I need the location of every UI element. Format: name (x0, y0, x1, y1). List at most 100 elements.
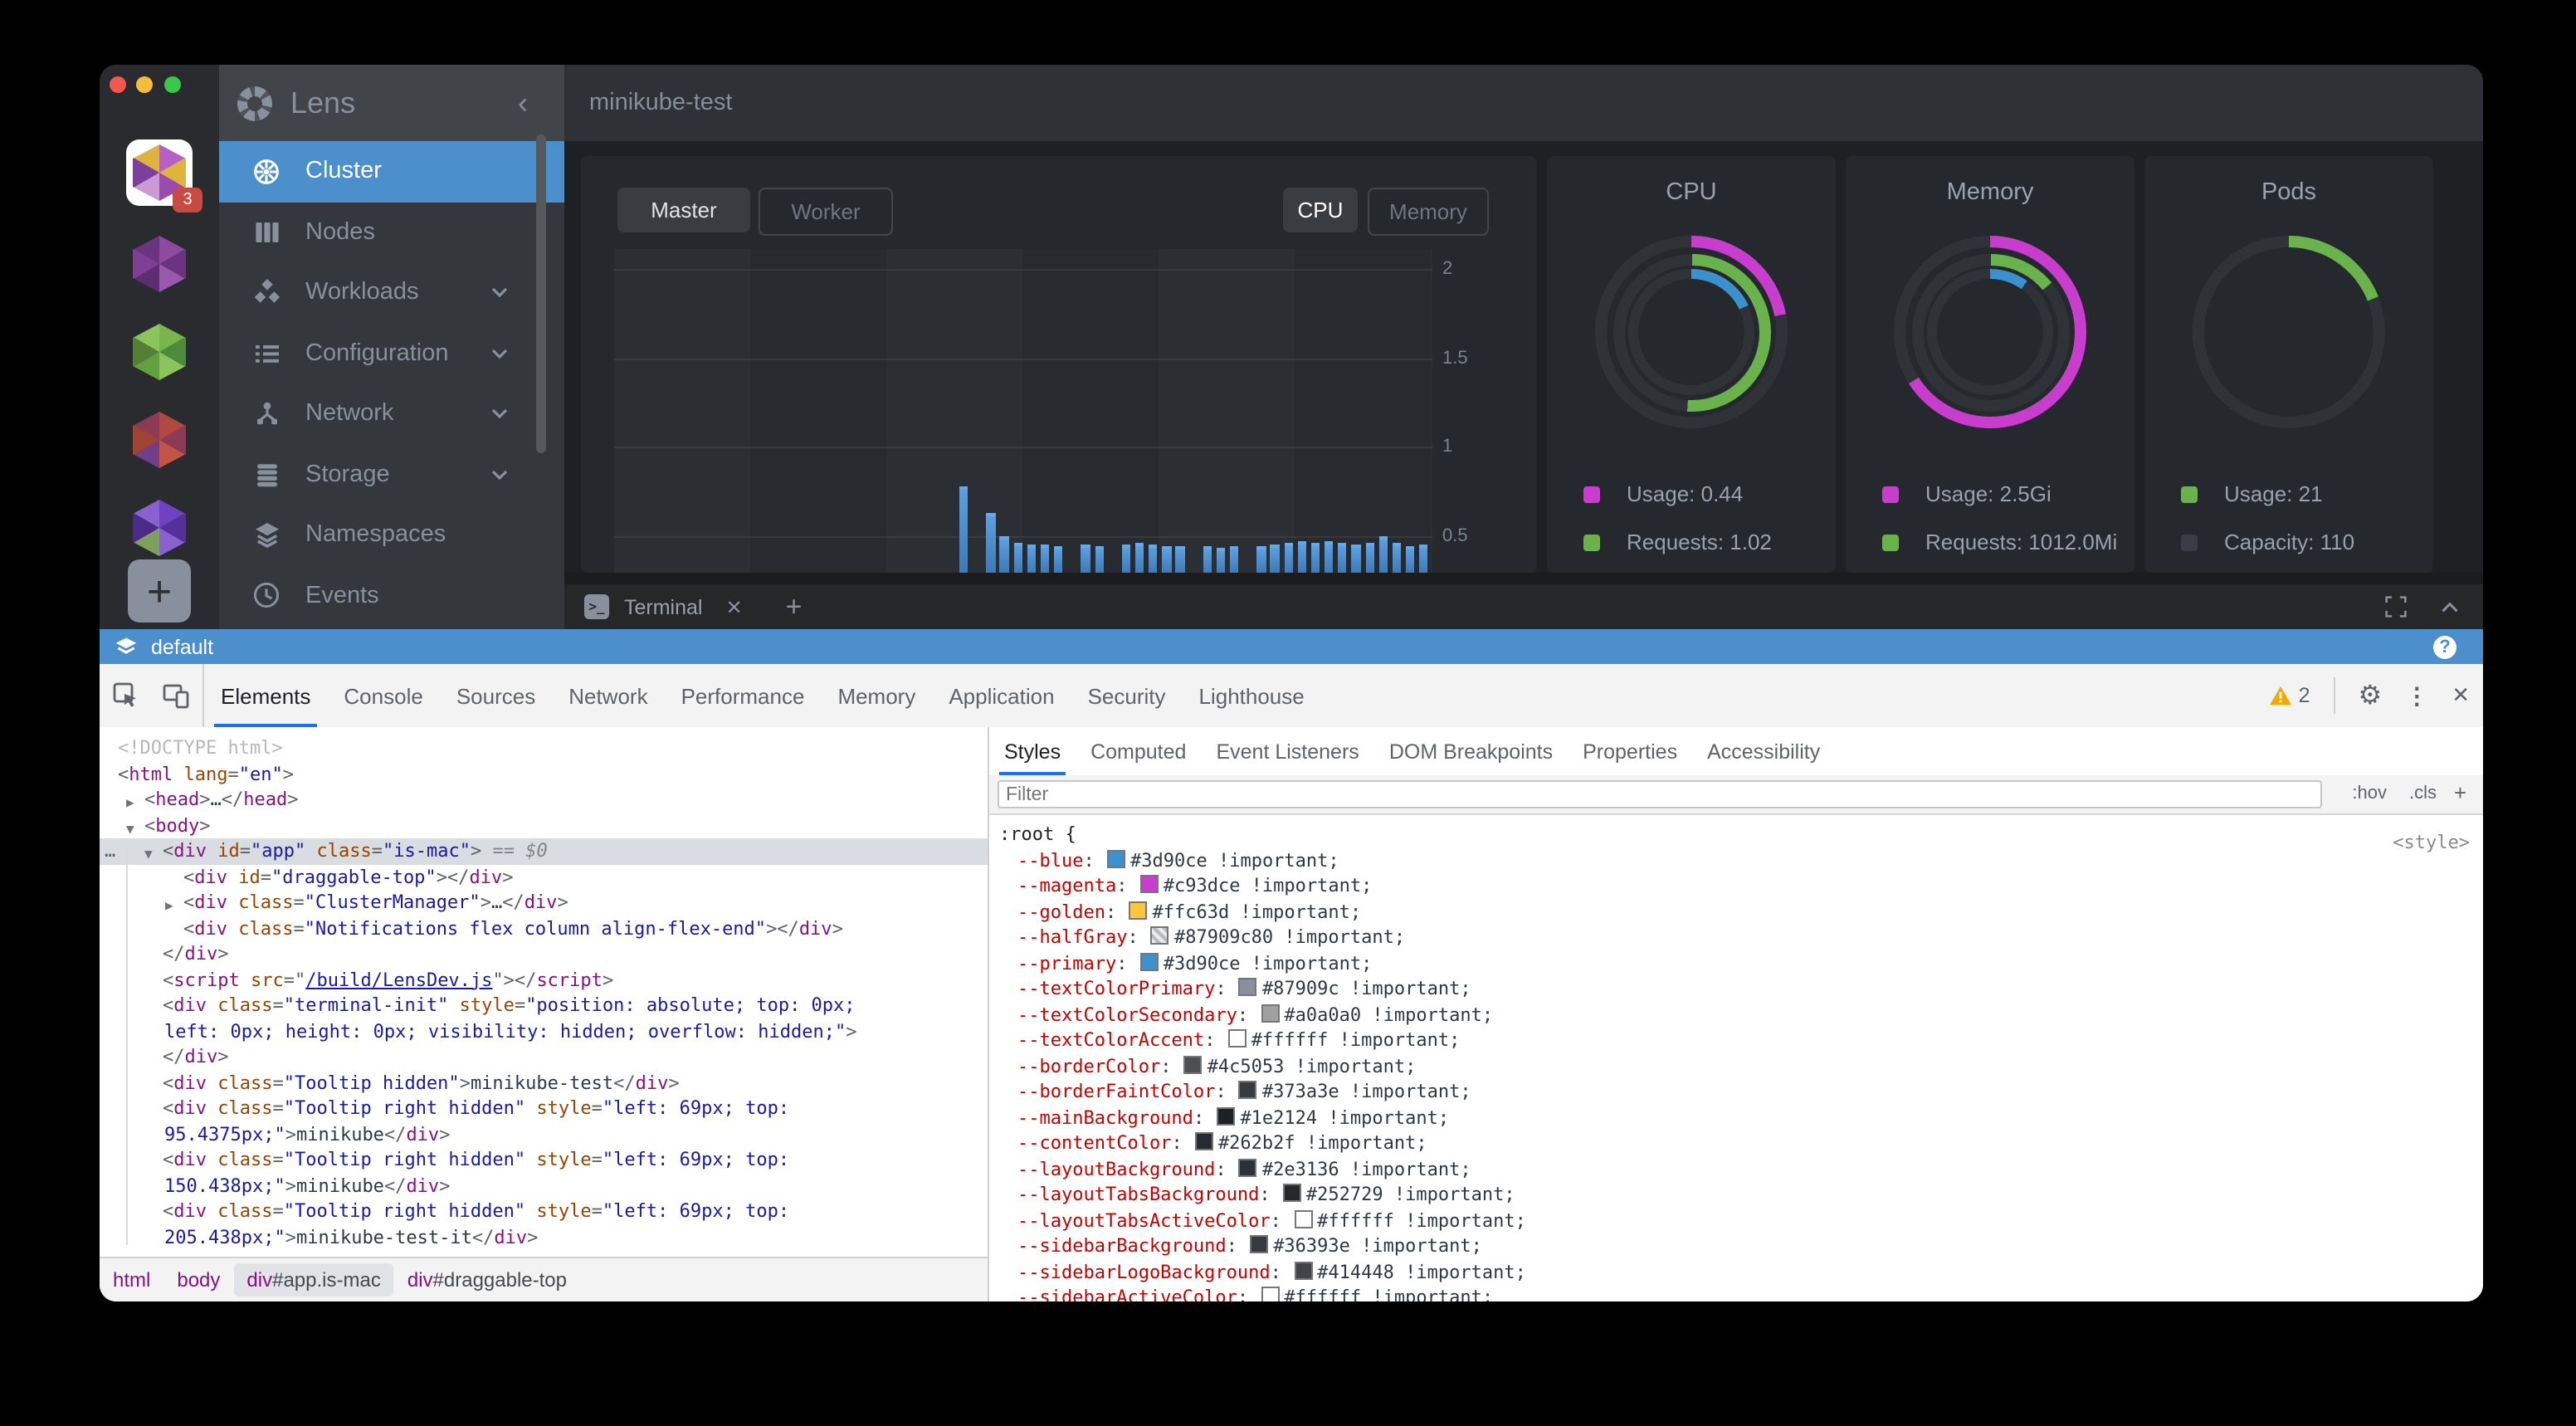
sidebar-item-cluster[interactable]: Cluster (219, 141, 564, 202)
css-property-row[interactable]: --blue: #3d90ce !important; (1017, 849, 1339, 871)
devtools-tab-console[interactable]: Console (344, 683, 423, 708)
styles-tab-event-listeners[interactable]: Event Listeners (1216, 740, 1359, 763)
styles-tab-styles[interactable]: Styles (989, 727, 1076, 775)
color-swatch[interactable] (1238, 978, 1257, 996)
dom-node[interactable]: ▼ <body> (100, 813, 988, 838)
help-icon[interactable]: ? (2433, 635, 2456, 658)
dom-node[interactable]: <script src="/build/LensDev.js"></script… (163, 969, 614, 990)
chevron-down-icon[interactable] (491, 469, 508, 479)
dom-node[interactable]: 150.438px;">minikube</div> (164, 1174, 451, 1196)
macos-minimize-button[interactable] (136, 76, 153, 93)
color-swatch[interactable] (1217, 1106, 1236, 1125)
cluster-rail-item-cluster-5[interactable] (126, 495, 193, 561)
expand-arrow-closed-icon[interactable]: ▶ (126, 795, 134, 810)
dom-node[interactable]: 95.4375px;">minikube</div> (164, 1123, 451, 1145)
dom-node[interactable]: <div class="Notifications flex column al… (183, 917, 843, 939)
devtools-tab-lighthouse[interactable]: Lighthouse (1198, 683, 1305, 708)
expand-arrow-open-icon[interactable]: ▼ (144, 847, 153, 862)
devtools-tab-sources[interactable]: Sources (456, 683, 536, 708)
expand-arrow-open-icon[interactable]: ▼ (126, 821, 134, 836)
css-property-row[interactable]: --magenta: #c93dce !important; (1017, 875, 1373, 896)
dom-node[interactable]: </div> (163, 1046, 229, 1067)
sidebar-item-network[interactable]: Network (219, 383, 564, 444)
cluster-rail-item-cluster-1[interactable]: 3 (126, 139, 202, 212)
sidebar-item-configuration[interactable]: Configuration (219, 323, 564, 383)
css-property-row[interactable]: --sidebarBackground: #36393e !important; (1017, 1235, 1482, 1257)
devtools-tab-memory[interactable]: Memory (837, 683, 916, 708)
color-swatch[interactable] (1238, 1081, 1257, 1099)
devtools-tab-network[interactable]: Network (568, 683, 648, 708)
css-property-row[interactable]: --primary: #3d90ce !important; (1017, 952, 1373, 974)
terminal-collapse-icon[interactable] (2440, 600, 2460, 613)
device-toolbar-icon[interactable] (163, 682, 189, 709)
color-swatch[interactable] (1183, 1055, 1203, 1073)
color-swatch[interactable] (1261, 1287, 1280, 1301)
chevron-down-icon[interactable] (491, 287, 508, 297)
chevron-down-icon[interactable] (491, 408, 508, 418)
metric-tab-cpu[interactable]: CPU (1283, 188, 1358, 232)
console-warnings-badge[interactable]: 2 (2269, 684, 2310, 707)
sidebar-item-workloads[interactable]: Workloads (219, 262, 564, 323)
color-swatch[interactable] (1227, 1029, 1247, 1048)
css-property-row[interactable]: --textColorPrimary: #87909c !important; (1017, 978, 1471, 999)
sidebar-item-storage[interactable]: Storage (219, 444, 564, 505)
devtools-tab-elements[interactable]: Elements (204, 664, 327, 727)
cluster-rail-item-cluster-4[interactable] (126, 407, 193, 473)
css-property-row[interactable]: --borderColor: #4c5053 !important; (1017, 1055, 1417, 1077)
color-swatch[interactable] (1294, 1209, 1313, 1228)
css-selector[interactable]: :root { (999, 823, 1076, 845)
dom-node-selected[interactable]: ▼… <div id="app" class="is-mac"> == $0 (100, 838, 988, 864)
settings-gear-icon[interactable]: ⚙ (2358, 682, 2383, 711)
css-property-row[interactable]: --golden: #ffc63d !important; (1017, 901, 1362, 922)
dom-node[interactable]: <html lang="en"> (118, 763, 294, 784)
color-swatch[interactable] (1194, 1132, 1213, 1150)
cluster-rail-item-cluster-2[interactable] (126, 231, 193, 297)
css-property-row[interactable]: --sidebarLogoBackground: #414448 !import… (1017, 1261, 1526, 1282)
css-property-row[interactable]: --mainBackground: #1e2124 !important; (1017, 1106, 1450, 1128)
expand-arrow-closed-icon[interactable]: ▶ (165, 898, 173, 913)
styles-filter-input[interactable] (998, 780, 2322, 808)
breadcrumb-item-html[interactable]: html (113, 1268, 151, 1292)
color-swatch[interactable] (1129, 901, 1148, 919)
terminal-close-icon[interactable]: ✕ (725, 595, 743, 618)
sidebar-scrollbar[interactable] (536, 134, 546, 453)
more-options-icon[interactable]: ⋮ (2405, 681, 2429, 708)
macos-close-button[interactable] (109, 76, 125, 93)
styles-tab-properties[interactable]: Properties (1583, 740, 1678, 763)
color-swatch[interactable] (1261, 1004, 1280, 1022)
color-swatch[interactable] (1139, 875, 1159, 893)
devtools-tab-security[interactable]: Security (1087, 683, 1166, 708)
dom-node[interactable]: <div class="Tooltip right hidden" style=… (163, 1200, 790, 1222)
dom-node[interactable]: <!DOCTYPE html> (118, 737, 283, 759)
css-property-row[interactable]: --textColorAccent: #ffffff !important; (1017, 1029, 1461, 1051)
color-swatch[interactable] (1139, 952, 1159, 970)
color-swatch[interactable] (1238, 1158, 1257, 1176)
inspect-element-icon[interactable] (113, 682, 139, 709)
dom-node[interactable]: <div class="Tooltip right hidden" style=… (163, 1097, 790, 1119)
dom-node[interactable]: <div class="terminal-init" style="positi… (163, 994, 856, 1016)
breadcrumb-item-div#draggable-top[interactable]: div#draggable-top (407, 1268, 567, 1292)
css-property-row[interactable]: --layoutTabsBackground: #252729 !importa… (1017, 1184, 1515, 1205)
sidebar-item-events[interactable]: Events (219, 565, 564, 626)
styles-tab-accessibility[interactable]: Accessibility (1707, 740, 1821, 763)
dom-node[interactable]: </div> (163, 943, 229, 965)
terminal-fullscreen-icon[interactable] (2385, 596, 2407, 618)
styles-tab-computed[interactable]: Computed (1090, 740, 1187, 763)
toggle-hover-state-button[interactable]: :hov (2352, 784, 2387, 803)
sidebar-item-namespaces[interactable]: Namespaces (219, 505, 564, 565)
new-style-rule-button[interactable]: + (2453, 780, 2466, 805)
css-property-row[interactable]: --borderFaintColor: #373a3e !important; (1017, 1081, 1471, 1102)
sidebar-item-nodes[interactable]: Nodes (219, 202, 564, 262)
color-swatch[interactable] (1107, 849, 1125, 867)
color-swatch[interactable] (1282, 1184, 1301, 1202)
devtools-tab-performance[interactable]: Performance (681, 683, 805, 708)
terminal-add-icon[interactable]: + (785, 590, 803, 622)
cluster-rail-item-cluster-3[interactable] (126, 319, 193, 385)
chevron-down-icon[interactable] (491, 348, 508, 358)
node-options-ellipsis[interactable]: … (105, 840, 116, 862)
dom-node[interactable]: left: 0px; height: 0px; visibility: hidd… (164, 1020, 857, 1042)
css-property-row[interactable]: --sidebarActiveColor: #ffffff !important… (989, 1285, 2483, 1301)
color-swatch[interactable] (1150, 926, 1169, 945)
devtools-tab-application[interactable]: Application (949, 683, 1055, 708)
devtools-close-icon[interactable]: ✕ (2452, 682, 2470, 707)
